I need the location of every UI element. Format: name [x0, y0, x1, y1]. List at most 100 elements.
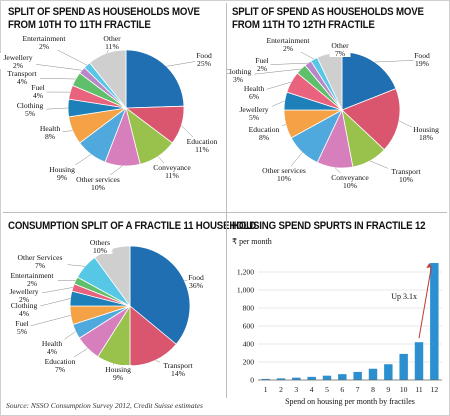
chart-2-title-line-2: FROM 11TH TO 12TH FRACTILE: [232, 19, 375, 31]
pie-1-label-other-services: Other services: [76, 175, 120, 184]
pie-2-value-health: 6%: [249, 92, 260, 101]
pie-3-label-bg-other-services: [12, 253, 68, 269]
pie-1-label-bg-other-services: [70, 175, 126, 191]
pie-2-label-conveyance: Conveyance: [331, 173, 369, 182]
chart-2-pie: Food19%Housing18%Transport10%Conveyance1…: [226, 36, 441, 190]
chart-2-title: SPLIT OF SPEND AS HOUSEHOLDS MOVE FROM 1…: [232, 6, 424, 32]
pie-2-label-fuel: Fuel: [255, 56, 269, 65]
pie-3-label-bg-others: [87, 238, 113, 254]
pie-3-value-other-services: 7%: [35, 261, 46, 270]
bar-chart-xtick: 10: [400, 385, 408, 394]
pie-1-label-bg-fuel: [29, 83, 47, 99]
bar-fractile-2: [276, 378, 286, 380]
bar-chart-ytick: 600: [243, 322, 255, 331]
bar-chart-xtick: 8: [371, 385, 375, 394]
pie-1-value-fuel: 4%: [33, 91, 44, 100]
pie-1-label-bg-other: [101, 34, 123, 50]
bar-fractile-5: [322, 375, 332, 380]
chart-3-pie: Food36%Transport14%Housing9%Education7%H…: [5, 238, 205, 382]
pie-1-label-bg-conveyance: [152, 163, 192, 179]
pie-2-value-conveyance: 10%: [343, 181, 358, 190]
pie-1-label-bg-food: [195, 51, 213, 67]
bar-fractile-12: [430, 263, 439, 380]
pie-1-label-other: Other: [103, 34, 121, 43]
pie-3-label-fuel: Fuel: [15, 319, 29, 328]
bar-chart-xtick: 12: [431, 385, 439, 394]
pie-2-value-clothing: 3%: [233, 75, 244, 84]
pie-1-value-housing: 9%: [57, 173, 68, 182]
pie-1-value-entertainment: 2%: [39, 42, 50, 51]
pie-3-label-jewellery: Jewellery: [9, 287, 38, 296]
pie-2-label-bg-conveyance: [330, 173, 370, 189]
pie-1-label-education: Education: [187, 137, 218, 146]
pie-1-value-education: 11%: [195, 145, 209, 154]
pie-2-value-housing: 18%: [419, 133, 434, 142]
pie-3-label-clothing: Clothing: [11, 301, 38, 310]
pie-3-value-entertainment: 2%: [27, 279, 38, 288]
pie-1-slice-other: [89, 49, 127, 110]
pie-2-label-bg-jewellery: [235, 105, 273, 121]
pie-1-label-conveyance: Conveyance: [153, 163, 191, 172]
pie-3-value-jewellery: 2%: [19, 295, 30, 304]
pie-3-label-transport: Transport: [163, 361, 193, 370]
bar-fractile-11: [414, 342, 424, 380]
pie-3-label-food: Food: [188, 273, 204, 282]
bar-fractile-7: [353, 371, 362, 380]
pie-2-value-entertainment: 2%: [283, 44, 294, 53]
pie-3-value-education: 7%: [55, 365, 66, 374]
bar-fractile-4: [307, 376, 316, 380]
bar-fractile-1: [261, 378, 270, 380]
pie-2-value-jewellery: 5%: [249, 113, 260, 122]
pie-3-label-entertainment: Entertainment: [10, 271, 54, 280]
chart-1-title: SPLIT OF SPEND AS HOUSEHOLDS MOVE FROM 1…: [8, 6, 200, 32]
pie-3-label-bg-fuel: [13, 319, 31, 335]
bar-chart-annotation-arrowhead: [426, 263, 432, 268]
pie-2-label-bg-education: [245, 125, 283, 141]
bar-chart-xtick: 1: [264, 385, 268, 394]
pie-1-label-health: Health: [40, 124, 60, 133]
pie-3-label-others: Others: [90, 238, 110, 247]
pie-1-label-food: Food: [196, 51, 212, 60]
bar-chart-xtick: 4: [310, 385, 314, 394]
pie-2-label-housing: Housing: [413, 125, 439, 134]
bar-chart-xtick: 6: [340, 385, 344, 394]
bar-chart-ytick: 800: [243, 304, 255, 313]
bar-chart-annotation-arrow: [418, 266, 432, 339]
pie-3-label-bg-entertainment: [6, 271, 58, 287]
bar-fractile-10: [399, 353, 408, 380]
pie-3-value-housing: 9%: [113, 373, 124, 382]
pie-2-slice-housing: [341, 88, 401, 151]
pie-1-label-fuel: Fuel: [31, 83, 45, 92]
pie-2-label-health: Health: [244, 84, 264, 93]
pie-1-label-housing: Housing: [49, 165, 75, 174]
vertical-divider: [226, 3, 227, 398]
pie-3-label-bg-transport: [159, 361, 197, 377]
bar-chart-annotation: Up 3.1x: [391, 292, 417, 301]
pie-2-label-entertainment: Entertainment: [266, 36, 310, 45]
pie-2-value-transport: 10%: [399, 175, 414, 184]
chart-1-title-line-1: SPLIT OF SPEND AS HOUSEHOLDS MOVE: [8, 6, 200, 18]
pie-1-label-bg-health: [37, 124, 63, 140]
bar-fractile-9: [384, 364, 393, 380]
pie-2-label-bg-entertainment: [262, 36, 314, 52]
pie-1-value-conveyance: 11%: [165, 171, 179, 180]
pie-3-label-other-services: Other Services: [18, 253, 63, 262]
pie-3-label-housing: Housing: [105, 365, 131, 374]
pie-2-label-bg-transport: [387, 167, 425, 183]
pie-1-value-other: 11%: [105, 42, 119, 51]
bar-chart-ytick: 1,200: [237, 268, 254, 277]
pie-1-label-bg-education: [183, 137, 221, 153]
pie-2-value-education: 8%: [259, 133, 270, 142]
pie-2-label-bg-clothing: [226, 67, 255, 83]
pie-1-value-health: 8%: [45, 132, 56, 141]
pie-1-label-bg-transport: [3, 69, 41, 85]
chart-3-title-line-1: CONSUMPTION SPLIT OF A FRACTILE 11 HOUSE…: [8, 220, 257, 232]
pie-3-label-education: Education: [45, 357, 76, 366]
bar-chart-ytick: 1,000: [237, 286, 254, 295]
pie-3-value-food: 36%: [189, 281, 204, 290]
pie-1-label-bg-clothing: [13, 101, 47, 117]
bar-chart-xtick: 11: [415, 385, 423, 394]
bar-chart-ytick: 0: [250, 376, 254, 385]
bar-chart-ytick: 400: [243, 340, 255, 349]
